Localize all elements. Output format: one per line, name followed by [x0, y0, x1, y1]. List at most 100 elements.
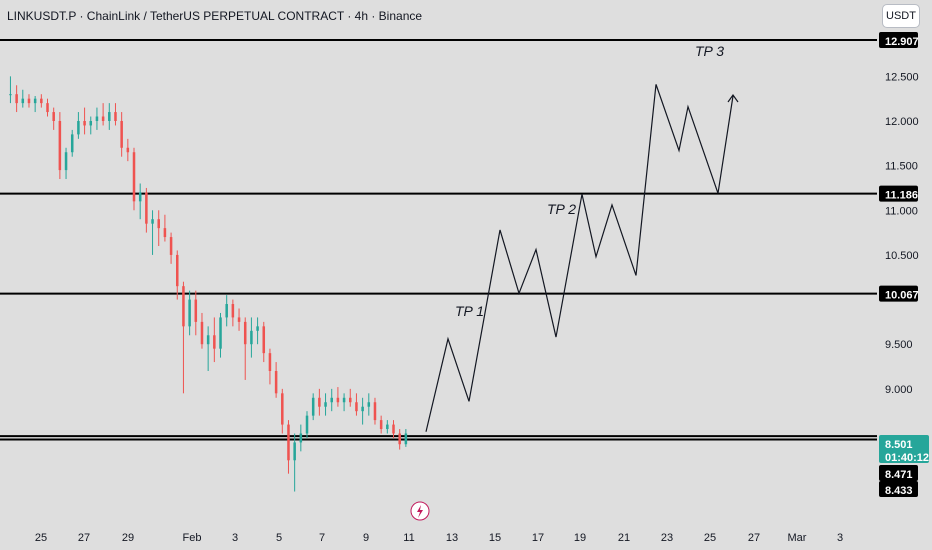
candle-body: [293, 442, 296, 461]
candle-body: [194, 299, 198, 322]
badge-10067-text: 10.067: [885, 290, 919, 302]
y-tick-label: 10.500: [885, 250, 919, 262]
candle-body: [336, 397, 340, 403]
candle-body: [268, 353, 272, 371]
candle-body: [151, 219, 154, 224]
candle-body: [379, 420, 383, 430]
badge-8433-bg: [879, 481, 918, 497]
current-price-badge-text: 01:40:12: [885, 452, 929, 464]
candle-body: [213, 335, 216, 349]
projection-line[interactable]: [425, 84, 734, 432]
candle-body: [348, 397, 352, 403]
x-tick-label: 25: [704, 532, 716, 544]
candle-body: [52, 112, 55, 121]
candle-body: [77, 120, 80, 135]
candle-body: [33, 98, 37, 104]
candle-body: [392, 424, 395, 434]
candle-body: [404, 433, 408, 445]
x-tick-label: 3: [837, 532, 843, 544]
candle-body: [324, 402, 327, 407]
candle-body: [95, 116, 99, 121]
x-tick-label: 11: [403, 532, 414, 544]
badge-10067-bg: [879, 285, 918, 302]
projection-path[interactable]: [425, 84, 739, 432]
candle-body: [89, 120, 93, 126]
badge-8471: 8.471: [879, 465, 918, 481]
candle-body: [182, 286, 185, 327]
x-tick-label: 25: [35, 532, 47, 544]
x-tick-label: 7: [319, 532, 325, 544]
x-tick-label: 17: [532, 532, 544, 544]
candle-body: [188, 299, 191, 327]
candle-body: [120, 120, 123, 148]
candle-body: [281, 393, 284, 425]
badge-11186: 11.186: [879, 185, 918, 202]
badge-11186-bg: [879, 185, 918, 202]
candle-body: [237, 317, 241, 322]
candle-body: [132, 152, 136, 202]
badge-8433: 8.433: [879, 481, 918, 497]
candle-body: [101, 116, 105, 121]
x-tick-label: 3: [232, 532, 238, 544]
candle-body: [46, 103, 49, 113]
candle-body: [250, 330, 253, 345]
currency-button[interactable]: USDT: [882, 4, 920, 28]
annotations: TP 1 TP 2 TP 3: [455, 43, 724, 319]
price-axis[interactable]: 12.500 12.000 11.500 11.000 10.500 9.500 9.000: [885, 71, 919, 396]
candle-body: [83, 120, 86, 126]
x-tick-label: 5: [276, 532, 282, 544]
annotation-tp3: TP 3: [695, 43, 724, 59]
candle-body: [206, 335, 210, 345]
candle-body: [169, 237, 173, 255]
badge-8433-text: 8.433: [885, 485, 913, 497]
flash-icon-bolt: [417, 505, 423, 518]
candle-body: [9, 94, 12, 96]
candle-body: [175, 254, 179, 287]
annotation-tp2: TP 2: [547, 201, 576, 217]
x-tick-label: 21: [618, 532, 630, 544]
candle-body: [256, 326, 259, 331]
time-axis[interactable]: 25 27 29 Feb 3 5 7 9 11 13 15 17 19 21 23 25 27 Mar 3: [35, 532, 843, 544]
candle-body: [373, 402, 377, 421]
badge-12907-text: 12.907: [885, 36, 919, 48]
candle-body: [355, 402, 358, 412]
x-tick-label: 29: [122, 532, 134, 544]
candle-body: [108, 112, 111, 121]
chart-title: LINKUSDT.P · ChainLink / TetherUS PERPET…: [7, 9, 423, 23]
x-tick-label: 23: [661, 532, 673, 544]
candle-body: [398, 433, 401, 445]
flash-icon[interactable]: [410, 501, 430, 521]
x-tick-label: 19: [574, 532, 586, 544]
badge-11186-text: 11.186: [885, 190, 918, 202]
annotation-tp1: TP 1: [455, 303, 484, 319]
candle-body: [114, 112, 117, 121]
candle-body: [145, 192, 148, 224]
badge-8471-text: 8.471: [885, 469, 913, 481]
candle-body: [342, 397, 346, 403]
current-price-badge-text: 8.501: [885, 439, 913, 451]
x-tick-label: 27: [748, 532, 760, 544]
candlesticks: [9, 76, 408, 492]
x-tick-label: 13: [446, 532, 458, 544]
badge-10067: 10.067: [879, 285, 919, 302]
candle-body: [157, 219, 160, 229]
x-tick-label: 15: [489, 532, 501, 544]
y-tick-label: 9.500: [885, 339, 913, 351]
candle-body: [64, 152, 68, 171]
candle-body: [138, 192, 142, 202]
candle-body: [40, 98, 43, 104]
candle-body: [21, 98, 25, 104]
arrow-head: [727, 93, 739, 103]
candle-body: [367, 402, 371, 407]
x-tick-label: Feb: [183, 532, 202, 544]
y-tick-label: 11.000: [885, 205, 918, 217]
candle-body: [330, 397, 333, 403]
candle-body: [225, 304, 228, 318]
candle-body: [219, 317, 222, 349]
candle-body: [299, 433, 303, 443]
y-tick-label: 12.500: [885, 71, 919, 83]
y-tick-label: 9.000: [885, 384, 913, 396]
